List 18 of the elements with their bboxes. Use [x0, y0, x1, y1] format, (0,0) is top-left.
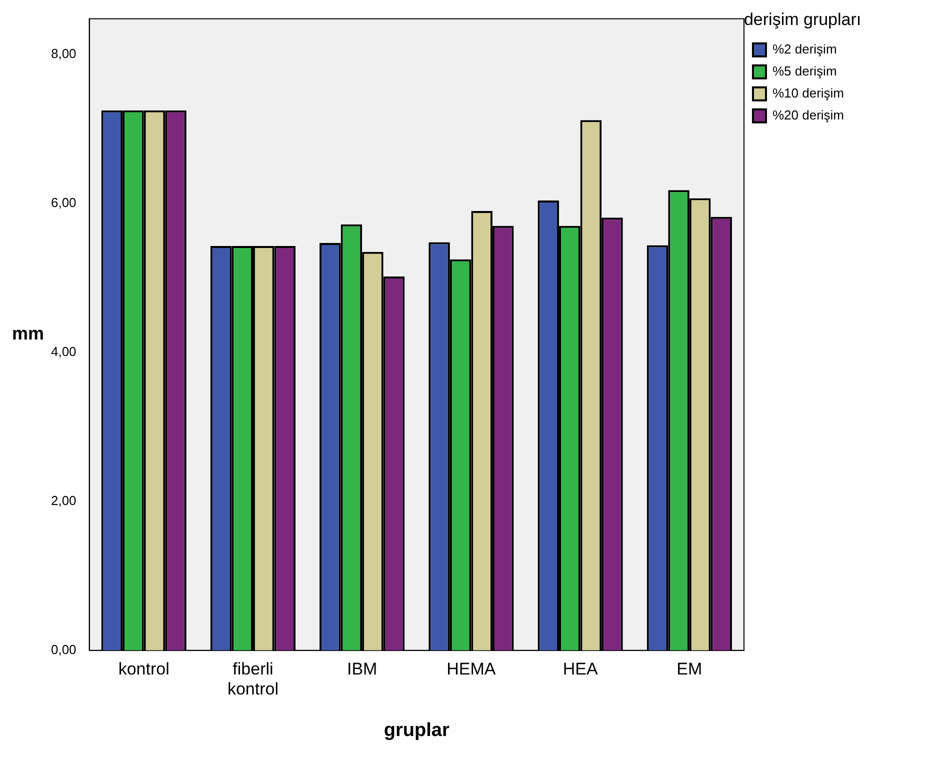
legend-label: %5 derişim [772, 63, 837, 78]
y-tick-label: 4,00 [50, 344, 76, 360]
legend-label: %10 derişim [772, 85, 844, 100]
x-tick-label: fiberli kontrol [227, 659, 278, 699]
legend-label: %20 derişim [772, 107, 844, 122]
y-tick-label: 0,00 [50, 642, 76, 657]
x-axis-title: gruplar [384, 720, 450, 741]
legend-label: %2 derişim [772, 41, 837, 56]
x-tick-label: EM [676, 659, 702, 678]
x-tick-label: HEMA [446, 659, 496, 678]
y-axis-title: mm [12, 324, 44, 344]
y-tick-label: 6,00 [50, 195, 76, 210]
legend-title: derişim grupları [744, 10, 862, 30]
x-tick-label: kontrol [118, 659, 170, 678]
x-tick-label: IBM [346, 659, 378, 678]
y-tick-label: 2,00 [50, 493, 76, 508]
y-tick-label: 8,00 [50, 46, 76, 62]
x-tick-label: HEA [562, 659, 598, 678]
